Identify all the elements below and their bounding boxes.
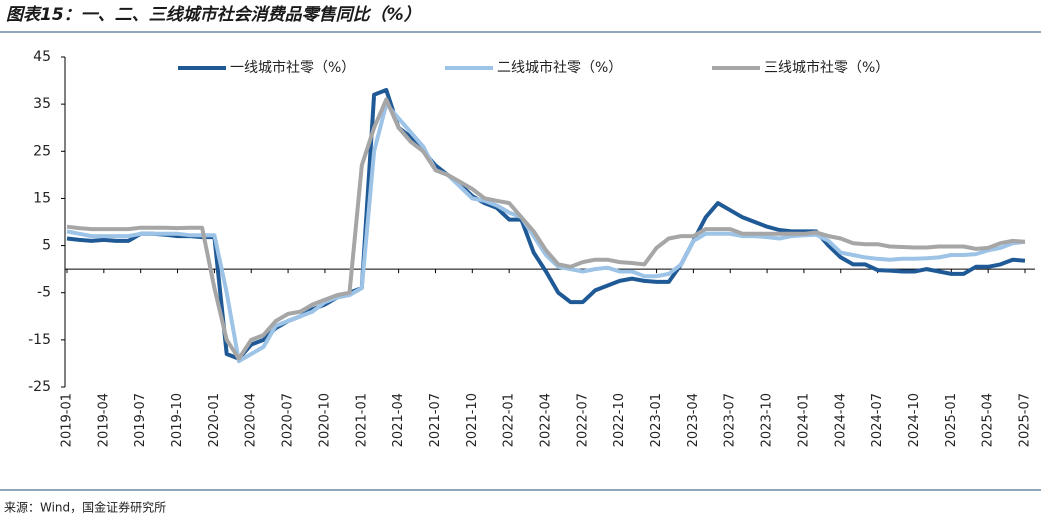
x-tick-label: 2020-04 [244,393,259,447]
y-tick-label: -5 [37,285,51,301]
x-tick-label: 2022-07 [575,393,590,447]
legend-label: 三线城市社零（%） [764,59,889,76]
series-line [66,102,1026,364]
x-tick-label: 2019-01 [60,393,75,447]
x-tick-label: 2025-07 [1018,393,1033,447]
chart-title: 图表15：一、二、三线城市社会消费品零售同比（%） [6,5,421,25]
x-tick-label: 2024-04 [833,393,848,447]
x-tick-label: 2022-04 [539,393,554,447]
x-tick-label: 2023-04 [686,393,701,447]
series-line [66,97,1026,361]
y-tick-label: 45 [33,49,51,65]
x-tick-label: 2024-01 [796,393,811,447]
y-tick-label: 15 [33,190,51,206]
source-note: 来源：Wind，国金证券研究所 [4,500,166,515]
x-tick-label: 2024-07 [870,393,885,447]
x-tick-label: 2019-04 [96,393,111,447]
x-tick-label: 2019-10 [170,393,185,447]
x-tick-label: 2020-01 [207,393,222,447]
x-tick-label: 2021-10 [465,393,480,447]
x-tick-label: 2022-01 [502,393,517,447]
x-tick-label: 2021-04 [391,393,406,447]
x-tick-label: 2020-10 [317,393,332,447]
y-tick-label: -15 [28,332,51,348]
x-tick-label: 2022-10 [612,393,627,447]
x-tick-label: 2023-01 [649,393,664,447]
x-tick-label: 2021-01 [354,393,369,447]
y-tick-label: 25 [33,143,51,159]
legend-label: 一线城市社零（%） [230,59,355,76]
x-tick-label: 2023-07 [723,393,738,447]
y-tick-label: -25 [28,379,51,395]
x-tick-label: 2020-07 [281,393,296,447]
legend-label: 二线城市社零（%） [497,59,622,76]
y-tick-label: 5 [42,238,51,254]
x-tick-label: 2025-04 [981,393,996,447]
x-tick-label: 2023-10 [760,393,775,447]
series-line [66,88,1026,361]
x-tick-label: 2024-10 [907,393,922,447]
x-tick-label: 2025-01 [944,393,959,447]
x-tick-label: 2021-07 [428,393,443,447]
x-tick-label: 2019-07 [133,393,148,447]
y-tick-label: 35 [33,96,51,112]
